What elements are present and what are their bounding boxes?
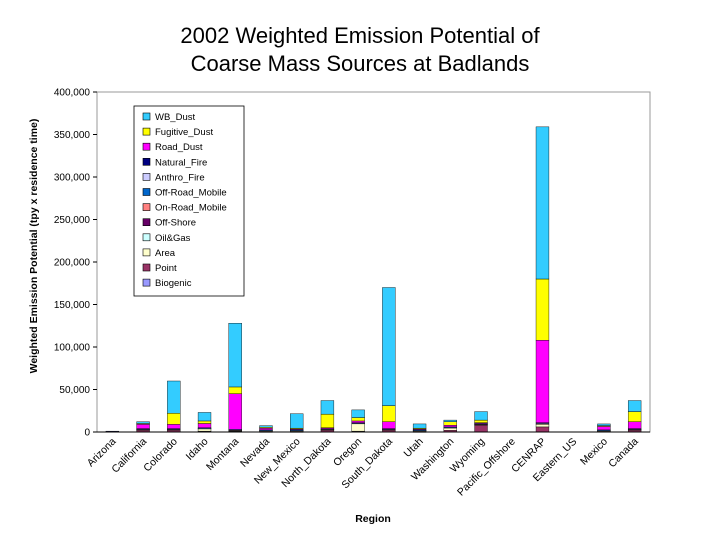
- bar-segment: [627, 400, 642, 412]
- bar-segment: [136, 421, 150, 424]
- bar-segment: [627, 421, 642, 429]
- x-axis-title: Region: [355, 513, 391, 525]
- legend-label: Off-Road_Mobile: [155, 188, 227, 199]
- bar-segment: [474, 411, 488, 421]
- bar-segment: [167, 424, 181, 429]
- bar-segment: [259, 425, 273, 428]
- x-tick-label: Mexico: [578, 436, 610, 468]
- y-tick-label: 50,000: [59, 385, 90, 396]
- legend-swatch: [142, 218, 151, 226]
- y-tick-label: 350,000: [54, 130, 91, 141]
- bar-segment: [474, 425, 488, 433]
- bar-segment: [167, 413, 181, 425]
- y-tick-label: 100,000: [54, 343, 91, 354]
- x-tick-label: Idaho: [184, 436, 211, 463]
- bar-segment: [259, 427, 273, 431]
- chart-title-line-2: Coarse Mass Sources at Badlands: [190, 51, 530, 76]
- legend-box: [133, 105, 245, 297]
- x-tick-label: Canada: [606, 436, 641, 471]
- legend-swatch: [142, 278, 151, 287]
- bar-segment: [535, 424, 550, 428]
- y-tick-label: 0: [84, 428, 90, 439]
- legend-swatch: [142, 188, 151, 196]
- bar-segment: [443, 421, 457, 426]
- bar-segment: [443, 419, 457, 423]
- x-tick-label: Colorado: [141, 436, 180, 475]
- legend-label: WB_Dust: [155, 112, 195, 123]
- bar-segment: [290, 413, 304, 429]
- legend-swatch: [142, 173, 151, 181]
- bar-segment: [320, 400, 335, 415]
- legend-label: Area: [155, 248, 176, 259]
- legend-label: Fugitive_Dust: [155, 127, 213, 138]
- bar-segment: [382, 287, 396, 406]
- bar-segment: [597, 426, 611, 431]
- bar-segment: [351, 417, 365, 422]
- bar-segment: [228, 393, 242, 430]
- bar-segment: [351, 420, 365, 423]
- legend-swatch: [142, 263, 151, 272]
- bar-segment: [474, 419, 488, 423]
- bar-segment: [167, 380, 181, 414]
- bar-segment: [597, 423, 611, 426]
- y-axis-ticks: 0 50,000 100,000 150,000 200,000 250,000 300,0…: [54, 88, 97, 439]
- bar-segment: [228, 386, 242, 394]
- y-tick-label: 300,000: [54, 173, 91, 184]
- bar-segment: [535, 426, 550, 433]
- bar-segment: [535, 340, 550, 423]
- bar-segment: [197, 423, 212, 428]
- bar-segment: [412, 423, 427, 429]
- bar-segment: [535, 126, 550, 280]
- legend-swatch: [142, 233, 151, 242]
- x-tick-label: Montana: [204, 436, 241, 473]
- bar-segment: [197, 412, 212, 422]
- bar-segment: [627, 411, 642, 423]
- legend-swatch: [142, 127, 151, 136]
- legend-label: Point: [155, 263, 177, 274]
- bar-segment: [351, 409, 365, 418]
- chart-title: 2002 Weighted Emission Potential of Coar…: [0, 22, 720, 78]
- legend-label: Oil&Gas: [155, 233, 191, 244]
- legend-label: On-Road_Mobile: [155, 203, 227, 214]
- y-tick-label: 200,000: [54, 258, 91, 269]
- bar-segment: [320, 413, 335, 428]
- bar-segment: [228, 323, 242, 388]
- y-tick-label: 250,000: [54, 215, 91, 226]
- legend-swatch: [142, 112, 151, 121]
- bar-segment: [351, 423, 365, 432]
- legend-label: Off-Shore: [155, 218, 196, 229]
- legend-label: Biogenic: [155, 278, 192, 289]
- legend-label: Natural_Fire: [155, 157, 207, 168]
- legend: WB_Dust Fugitive_Dust Road_Dust Natural_Fir…: [133, 105, 245, 297]
- y-tick-label: 400,000: [54, 88, 91, 99]
- legend-swatch: [142, 142, 151, 151]
- chart-title-line-1: 2002 Weighted Emission Potential of: [180, 23, 540, 48]
- bar-segment: [443, 425, 457, 428]
- bar-segment: [197, 420, 212, 424]
- bar-segment: [535, 278, 550, 341]
- legend-label: Road_Dust: [155, 142, 203, 153]
- bar-segment: [382, 421, 396, 429]
- bar-segment: [136, 424, 150, 429]
- bar-segment: [382, 405, 396, 422]
- legend-swatch: [142, 158, 151, 166]
- legend-swatch: [142, 248, 151, 257]
- legend-swatch: [142, 203, 151, 211]
- y-tick-label: 150,000: [54, 300, 91, 311]
- x-tick-label: Utah: [402, 436, 426, 460]
- y-axis-title: Weighted Emission Potential (tpy x resid…: [28, 119, 40, 374]
- legend-label: Anthro_Fire: [155, 172, 205, 183]
